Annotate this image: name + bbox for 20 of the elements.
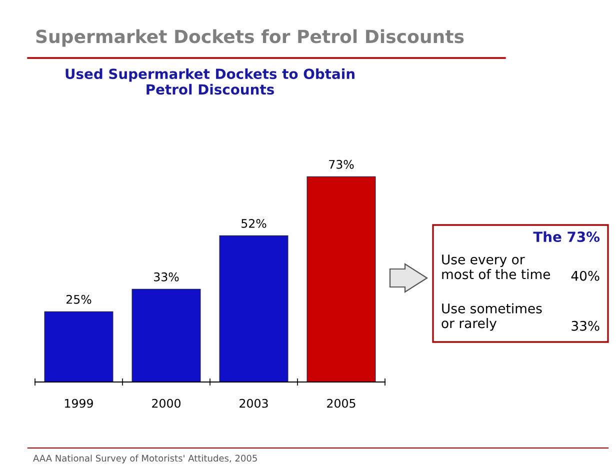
text: Use every or most of the time — [442, 254, 550, 280]
bar — [219, 235, 288, 382]
text: AAA National Survey of Motorists' Attitudes, 2005 — [33, 454, 257, 464]
x-tick-label: 2005 — [327, 398, 356, 408]
bar — [44, 311, 114, 382]
x-tick-label: 2000 — [152, 398, 180, 408]
text: The 73% — [533, 231, 600, 242]
x-tick-label: 2003 — [240, 398, 268, 408]
data-label: 73% — [329, 160, 354, 169]
text: 33% — [572, 320, 600, 331]
text: 40% — [571, 270, 600, 281]
chart-title: Supermarket Dockets for Petrol Discounts — [36, 29, 464, 47]
chart-subtitle: Used Supermarket Dockets to Obtain Petrol Discounts — [66, 68, 354, 95]
data-label: 25% — [66, 294, 92, 304]
data-label: 33% — [154, 272, 179, 282]
text: Use sometimes or rarely — [442, 303, 542, 331]
x-tick-label: 1999 — [65, 398, 93, 408]
bar — [306, 176, 376, 382]
data-label: 52% — [242, 218, 266, 228]
bar — [132, 288, 201, 382]
